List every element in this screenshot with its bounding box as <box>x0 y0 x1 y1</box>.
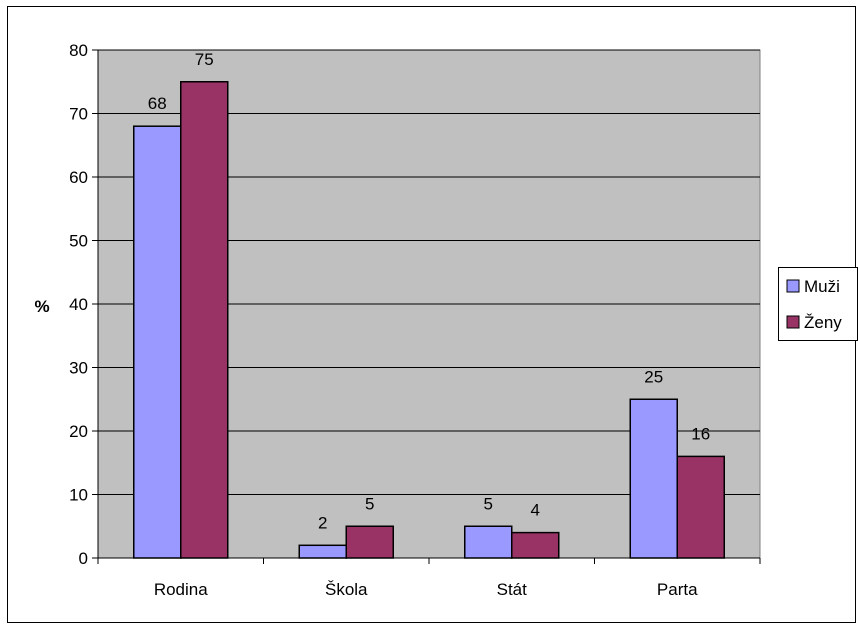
legend: Muži Ženy <box>778 267 858 341</box>
bar <box>464 525 513 559</box>
data-label: 16 <box>691 424 710 443</box>
data-label: 5 <box>484 494 493 513</box>
data-label: 75 <box>195 50 214 69</box>
data-label: 25 <box>644 367 663 386</box>
bar <box>180 81 229 559</box>
x-tick-label: Stát <box>497 580 528 599</box>
y-tick-label: 50 <box>69 232 88 251</box>
bar <box>298 544 347 559</box>
bar <box>133 125 182 559</box>
y-tick-label: 20 <box>69 422 88 441</box>
y-axis-title: % <box>34 297 49 316</box>
data-label: 68 <box>148 94 167 113</box>
data-label: 2 <box>318 513 327 532</box>
x-tick-label: Škola <box>325 580 368 599</box>
y-tick-label: 30 <box>69 359 88 378</box>
bar <box>676 455 725 559</box>
y-tick-label: 70 <box>69 105 88 124</box>
y-tick-label: 40 <box>69 295 88 314</box>
x-tick-label: Rodina <box>154 580 208 599</box>
legend-swatch <box>786 315 800 329</box>
data-label: 4 <box>531 501 540 520</box>
bars <box>133 81 725 559</box>
y-tick-label: 60 <box>69 168 88 187</box>
bar <box>511 531 560 559</box>
y-tick-label: 10 <box>69 486 88 505</box>
bar <box>345 525 394 559</box>
legend-label: Ženy <box>804 313 842 332</box>
y-tick-label: 0 <box>79 549 88 568</box>
x-tick-label: Parta <box>657 580 698 599</box>
legend-swatch <box>786 279 800 293</box>
data-label: 5 <box>365 494 374 513</box>
y-axis: 0 10 20 30 40 50 60 70 80 <box>69 41 99 568</box>
y-tick-label: 80 <box>69 41 88 60</box>
legend-label: Muži <box>804 277 840 296</box>
bar <box>629 398 678 559</box>
